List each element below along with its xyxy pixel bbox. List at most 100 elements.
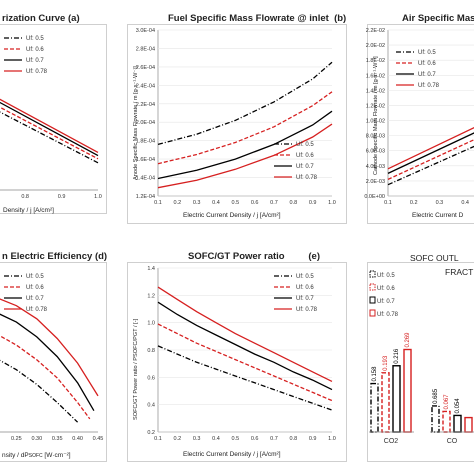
panel-d-x-tick-label: 0.35 bbox=[52, 436, 63, 442]
panel-c-legend-label: Uf: 0.6 bbox=[418, 61, 436, 67]
panel-f-category-label: CO bbox=[447, 438, 458, 445]
panel-f-bar bbox=[392, 365, 401, 433]
panel-c-y-tick-label: 6.0E-03 bbox=[366, 149, 385, 155]
panel-a-legend-label: Uf: 0.5 bbox=[26, 36, 44, 42]
panel-e-x-tick-label: 1.0 bbox=[328, 436, 336, 442]
panel-c-x-tick-label: 0.1 bbox=[384, 200, 392, 206]
panel-f-bar bbox=[370, 382, 379, 433]
panel-e-y-tick-label: 0.8 bbox=[147, 348, 155, 354]
panel-c-series-line-1 bbox=[387, 145, 474, 186]
panel-f-bar bbox=[453, 414, 462, 433]
panel-b-x-tick-label: 0.1 bbox=[154, 200, 162, 206]
panel-c-series-line-2 bbox=[387, 139, 474, 180]
panel-c-y-tick-label: 8.0E-03 bbox=[366, 134, 385, 140]
panel-e-y-tick-label: 1.2 bbox=[147, 293, 155, 299]
panel-b-y-tick-label: 2.8E-04 bbox=[136, 46, 155, 52]
panel-c-x-tick-label: 0.4 bbox=[461, 200, 469, 206]
panel-b-x-tick-label: 0.6 bbox=[251, 200, 259, 206]
panel-e-x-tick-label: 0.5 bbox=[232, 436, 240, 442]
panel-b-y-tick-label: 2.0E-04 bbox=[136, 120, 155, 126]
panel-c-series-line-3 bbox=[387, 132, 474, 174]
panel-a-series-line-1 bbox=[0, 111, 99, 164]
panel-b-legend-label: Uf: 0.5 bbox=[296, 142, 314, 148]
panel-d-legend-label: Uf: 0.5 bbox=[26, 274, 44, 280]
panel-f-bar bbox=[431, 405, 440, 433]
panel-b-frame bbox=[127, 24, 347, 224]
panel-b-legend-label: Uf: 0.6 bbox=[296, 153, 314, 159]
panel-d-legend-label: Uf: 0.6 bbox=[26, 285, 44, 291]
panel-b-x-tick-label: 0.4 bbox=[212, 200, 220, 206]
panel-f-legend-swatch bbox=[369, 309, 376, 317]
panel-f-frame bbox=[367, 262, 474, 462]
panel-f-bar bbox=[464, 416, 473, 433]
panel-c-y-tick-label: 0.0E+00 bbox=[364, 194, 385, 200]
panel-b-title: Fuel Specific Mass Flowrate @ inlet (b) bbox=[168, 13, 347, 24]
panel-f-legend-label: Uf: 0.6 bbox=[377, 286, 395, 292]
panel-e-x-tick-label: 0.2 bbox=[174, 436, 182, 442]
panel-d-legend-label: Uf: 0.7 bbox=[26, 296, 44, 302]
panel-b-series-line-3 bbox=[157, 110, 333, 180]
panel-d-title: n Electric Efficiency (d) bbox=[2, 251, 108, 262]
panel-f-subtitle: FRACT bbox=[445, 267, 474, 277]
panel-b-y-tick-label: 1.4E-04 bbox=[136, 176, 155, 182]
panel-d-series-line-4 bbox=[0, 298, 99, 397]
panel-c-frame bbox=[367, 24, 474, 224]
panel-b-y-tick-label: 1.2E-04 bbox=[136, 194, 155, 200]
panel-b-y-tick-label: 1.8E-04 bbox=[136, 139, 155, 145]
panel-e-series-line-1 bbox=[157, 345, 333, 411]
panel-c-y-tick-label: 4.0E-03 bbox=[366, 164, 385, 170]
panel-c-y-tick-label: 2.0E-02 bbox=[366, 43, 385, 49]
panel-f-bar bbox=[442, 410, 451, 433]
panel-d-x-tick-label: 0.45 bbox=[93, 436, 104, 442]
panel-b-x-tick-label: 0.9 bbox=[309, 200, 317, 206]
panel-c-legend-label: Uf: 0.7 bbox=[418, 72, 436, 78]
panel-b-legend-label: Uf: 0.7 bbox=[296, 164, 314, 170]
panel-f-legend-label: Uf: 0.7 bbox=[377, 299, 395, 305]
panel-c-y-tick-label: 2.0E-03 bbox=[366, 179, 385, 185]
panel-b-x-tick-label: 0.5 bbox=[232, 200, 240, 206]
panel-e-title: SOFC/GT Power ratio (e) bbox=[188, 251, 320, 262]
panel-e-series-line-2 bbox=[157, 323, 333, 402]
panel-c-x-tick-label: 0.3 bbox=[436, 200, 444, 206]
panel-f-data-label: 0.054 bbox=[455, 398, 461, 414]
panel-a-xlabel: Density / j [A/cm²] bbox=[3, 207, 54, 214]
panel-f-data-label: 0.269 bbox=[405, 332, 411, 348]
panel-e-xlabel: Electric Current Density / j [A/cm²] bbox=[183, 451, 281, 458]
panel-b-x-tick-label: 0.2 bbox=[174, 200, 182, 206]
panel-f-data-label: 0.158 bbox=[372, 366, 378, 382]
panel-e-x-tick-label: 0.9 bbox=[309, 436, 317, 442]
panel-f-data-label: 0.685 bbox=[433, 388, 439, 404]
panel-e-x-tick-label: 0.4 bbox=[212, 436, 220, 442]
panel-e-y-tick-label: 1.0 bbox=[147, 321, 155, 327]
panel-c-series-line-4 bbox=[387, 126, 474, 170]
panel-f-bar bbox=[381, 372, 390, 433]
panel-e-y-tick-label: 1.4 bbox=[147, 266, 155, 272]
panel-e-x-tick-label: 0.1 bbox=[154, 436, 162, 442]
panel-e-x-tick-label: 0.8 bbox=[290, 436, 298, 442]
panel-b-y-tick-label: 1.6E-04 bbox=[136, 157, 155, 163]
panel-c-y-tick-label: 1.0E-02 bbox=[366, 119, 385, 125]
panel-b-series-line-1 bbox=[157, 61, 333, 146]
panel-f-data-label: 0.193 bbox=[383, 355, 389, 371]
panel-b-x-tick-label: 0.3 bbox=[193, 200, 201, 206]
panel-d-series-line-3 bbox=[0, 313, 95, 412]
panel-f-legend-swatch bbox=[369, 296, 376, 304]
panel-d-series-line-2 bbox=[0, 335, 91, 420]
panel-b-y-tick-label: 2.6E-04 bbox=[136, 65, 155, 71]
panel-b-series-line-4 bbox=[157, 123, 333, 189]
panel-d-xlabel: nsity / dPSOFC [W·cm⁻²] bbox=[2, 452, 71, 459]
panel-b-x-tick-label: 1.0 bbox=[328, 200, 336, 206]
panel-b-x-tick-label: 0.7 bbox=[270, 200, 278, 206]
panel-a-frame bbox=[0, 24, 107, 214]
panel-c-y-tick-label: 1.6E-02 bbox=[366, 73, 385, 79]
panel-d-frame bbox=[0, 262, 107, 462]
panel-e-y-tick-label: 0.6 bbox=[147, 375, 155, 381]
panel-b-y-tick-label: 2.4E-04 bbox=[136, 83, 155, 89]
panel-c-title: Air Specific Mass bbox=[402, 13, 474, 24]
panel-c-y-tick-label: 1.8E-02 bbox=[366, 58, 385, 64]
panel-f-legend-swatch bbox=[369, 283, 376, 291]
panel-c-y-tick-label: 1.2E-02 bbox=[366, 103, 385, 109]
panel-a-legend-label: Uf: 0.78 bbox=[26, 69, 48, 75]
panel-e-legend-label: Uf: 0.5 bbox=[296, 274, 314, 280]
